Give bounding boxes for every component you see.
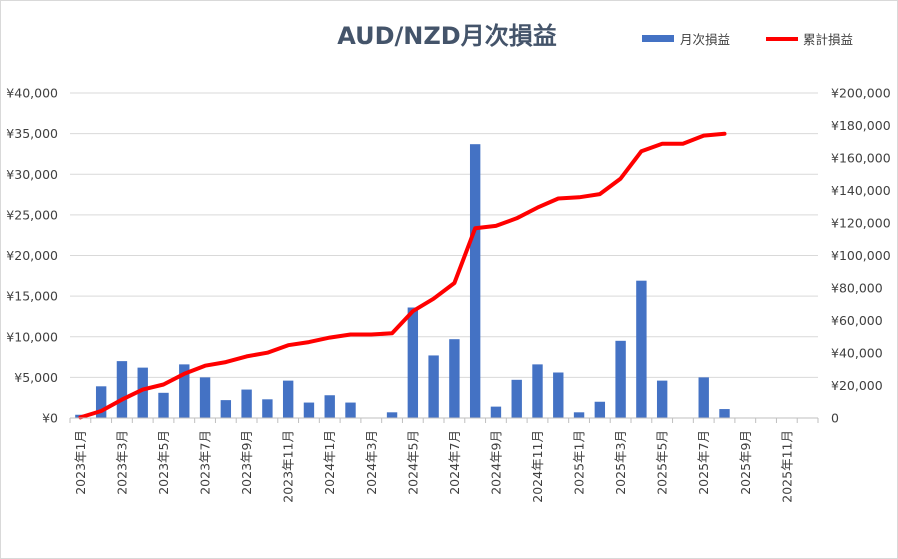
y-left-tick-label: ¥10,000: [6, 329, 58, 344]
bar: [158, 392, 169, 418]
bar: [594, 401, 606, 418]
chart-title: AUD/NZD月次損益: [337, 22, 556, 50]
bar: [303, 402, 315, 418]
y-right-tick-label: ¥120,000: [831, 216, 891, 231]
x-tick-label: 2025年7月: [696, 430, 711, 495]
y-left-tick-label: ¥40,000: [6, 86, 58, 101]
x-tick-label: 2024年11月: [530, 430, 545, 503]
x-tick-label: 2025年5月: [655, 430, 670, 495]
bar: [179, 364, 190, 418]
y-left-tick-label: ¥25,000: [6, 207, 58, 222]
bar: [407, 307, 419, 418]
bar: [241, 389, 252, 418]
x-tick-label: 2023年5月: [156, 430, 171, 495]
x-tick-label: 2024年7月: [447, 430, 462, 495]
bar: [324, 395, 335, 418]
bar: [490, 406, 502, 418]
bar: [199, 377, 211, 418]
y-right-tick-label: ¥80,000: [831, 281, 883, 296]
bar: [428, 355, 439, 418]
x-tick-label: 2023年11月: [281, 430, 296, 503]
bar: [532, 364, 543, 418]
gridlines: [70, 92, 818, 378]
x-tick-label: 2025年3月: [613, 430, 628, 495]
y-left-tick-label: ¥0: [42, 411, 58, 426]
y-left-tick-label: ¥35,000: [6, 126, 58, 141]
y-left-tick-label: ¥20,000: [6, 248, 58, 263]
legend-label-cumulative: 累計損益: [803, 32, 853, 47]
bar: [636, 280, 647, 418]
bar: [345, 402, 356, 418]
y-right-tick-label: ¥100,000: [831, 248, 891, 263]
cumulative-line: [78, 131, 727, 420]
x-tick-label: 2023年7月: [198, 430, 213, 495]
y-left-tick-label: ¥15,000: [6, 289, 58, 304]
x-tick-label: 2024年9月: [488, 430, 503, 495]
legend: 月次損益 累計損益: [642, 32, 853, 47]
y-left-tick-label: ¥30,000: [6, 167, 58, 182]
bar: [220, 400, 232, 418]
bar: [553, 372, 564, 418]
x-tick-label: 2025年11月: [779, 430, 794, 503]
bar: [698, 377, 709, 418]
legend-bar-swatch: [642, 35, 674, 42]
bar: [116, 361, 128, 418]
x-tick-label: 2023年3月: [114, 430, 129, 495]
bar: [469, 144, 481, 418]
x-tick-label: 2024年1月: [322, 430, 337, 495]
y-right-tick-label: ¥140,000: [831, 183, 891, 198]
x-tick-label: 2025年1月: [572, 430, 587, 495]
y-axis-left: ¥0 ¥5,000 ¥10,000 ¥15,000 ¥20,000 ¥25,000 ¥30,…: [6, 86, 58, 426]
x-tick-label: 2024年3月: [364, 430, 379, 495]
y-right-tick-label: ¥180,000: [831, 118, 891, 133]
y-right-tick-label: ¥40,000: [831, 346, 883, 361]
x-tick-label: 2025年9月: [738, 430, 753, 495]
bar: [511, 379, 522, 418]
y-right-tick-label: ¥160,000: [831, 151, 891, 166]
bar: [282, 380, 294, 418]
bar: [449, 339, 460, 418]
y-right-tick-label: ¥60,000: [831, 313, 883, 328]
y-right-tick-label: ¥20,000: [831, 378, 883, 393]
x-axis: 2023年1月 2023年3月 2023年5月 2023年7月 2023年9月 2023年…: [69, 417, 819, 503]
bar: [262, 399, 273, 418]
bar: [573, 412, 585, 418]
x-tick-label: 2023年1月: [73, 430, 88, 495]
x-tick-label: 2023年9月: [239, 430, 254, 495]
y-left-tick-label: ¥5,000: [14, 370, 58, 385]
y-axis-right: 0 ¥20,000 ¥40,000 ¥60,000 ¥80,000 ¥100,000 ¥12…: [831, 86, 891, 426]
bar: [719, 409, 730, 418]
y-right-tick-label: 0: [831, 411, 839, 426]
x-tick-label: 2024年5月: [405, 430, 420, 495]
line-series: [78, 131, 727, 420]
bar: [386, 412, 398, 418]
bar: [137, 367, 148, 418]
legend-label-monthly: 月次損益: [680, 32, 730, 47]
bar: [656, 380, 668, 418]
y-right-tick-label: ¥200,000: [831, 86, 891, 101]
bar: [95, 386, 107, 418]
bar: [615, 340, 626, 418]
